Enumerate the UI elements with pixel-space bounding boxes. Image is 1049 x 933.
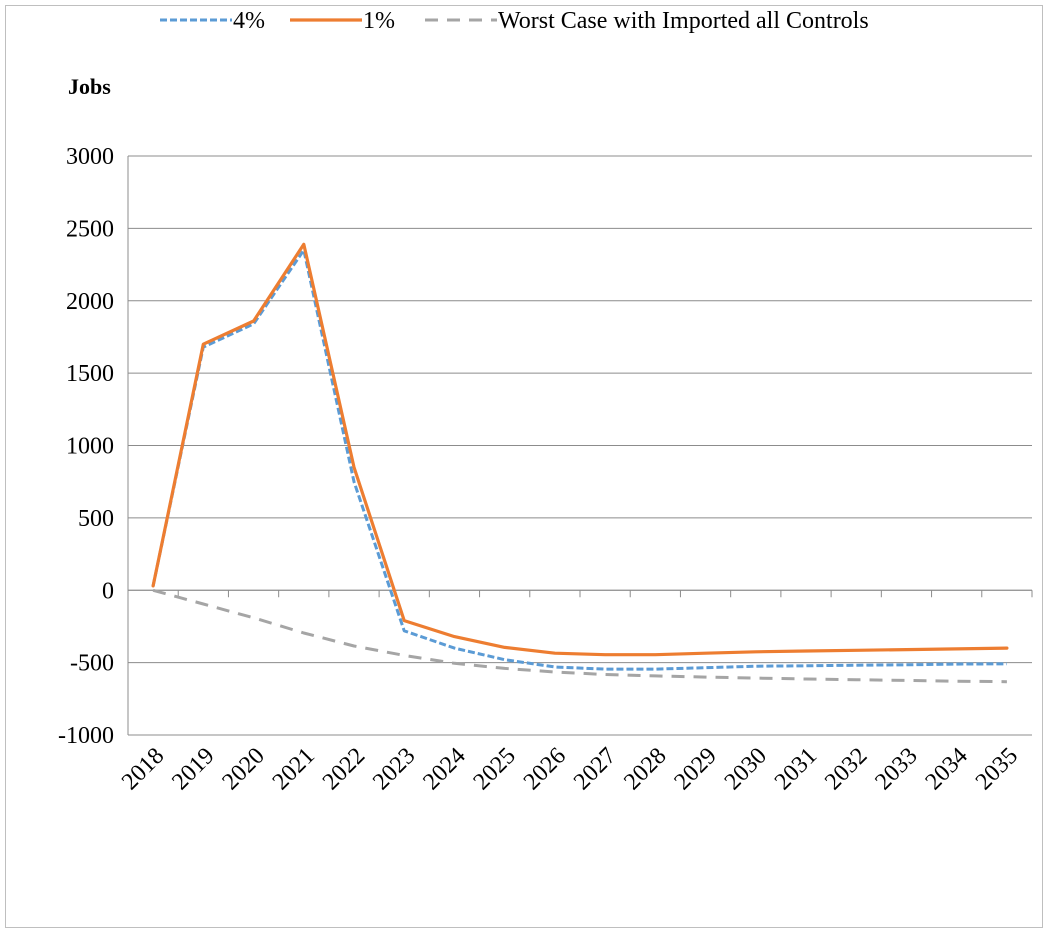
x-tick-label: 2022 (318, 743, 370, 795)
y-tick-label: -1000 (58, 723, 114, 749)
series-line-0 (151, 248, 1007, 671)
y-tick-label: 0 (102, 578, 114, 604)
gridlines (128, 155, 1032, 736)
x-tick-labels: 2018201920202021202220232024202520262027… (117, 743, 1023, 795)
x-tick-label: 2028 (619, 743, 671, 795)
legend: 4% 1% Worst Case with Imported all Control… (160, 8, 869, 34)
x-tick-label: 2034 (921, 743, 973, 795)
x-tick-label: 2023 (368, 743, 420, 795)
y-tick-label: 3000 (66, 144, 114, 170)
x-tick-label: 2030 (720, 743, 772, 795)
x-tick-label: 2021 (268, 743, 320, 795)
y-tick-label: -500 (70, 651, 114, 677)
x-tick-label: 2024 (418, 743, 470, 795)
y-tick-labels: -1000 -500 0 500 1000 1500 2000 2500 3000 (58, 144, 114, 749)
series-line-1 (151, 242, 1009, 657)
x-tick-label: 2029 (669, 743, 721, 795)
x-tick-label: 2018 (117, 743, 169, 795)
x-tick-label: 2025 (469, 743, 521, 795)
x-tick-label: 2019 (167, 743, 219, 795)
axes (127, 156, 1033, 735)
x-tick-label: 2020 (217, 743, 269, 795)
legend-label-1: 1% (363, 8, 395, 34)
y-tick-label: 500 (78, 506, 114, 532)
y-tick-label: 1000 (66, 434, 114, 460)
x-tick-label: 2031 (770, 743, 822, 795)
series-lines (151, 242, 1009, 684)
x-tick-label: 2032 (820, 743, 872, 795)
legend-label-0: 4% (233, 8, 265, 34)
x-tick-label: 2026 (519, 743, 571, 795)
x-tick-label: 2027 (569, 743, 621, 795)
x-tick-label: 2035 (971, 743, 1023, 795)
y-tick-label: 2000 (66, 289, 114, 315)
y-axis-label: Jobs (68, 74, 111, 99)
legend-label-2: Worst Case with Imported all Controls (498, 8, 869, 34)
x-tick-label: 2033 (870, 743, 922, 795)
y-tick-label: 2500 (66, 216, 114, 242)
y-tick-label: 1500 (66, 361, 114, 387)
